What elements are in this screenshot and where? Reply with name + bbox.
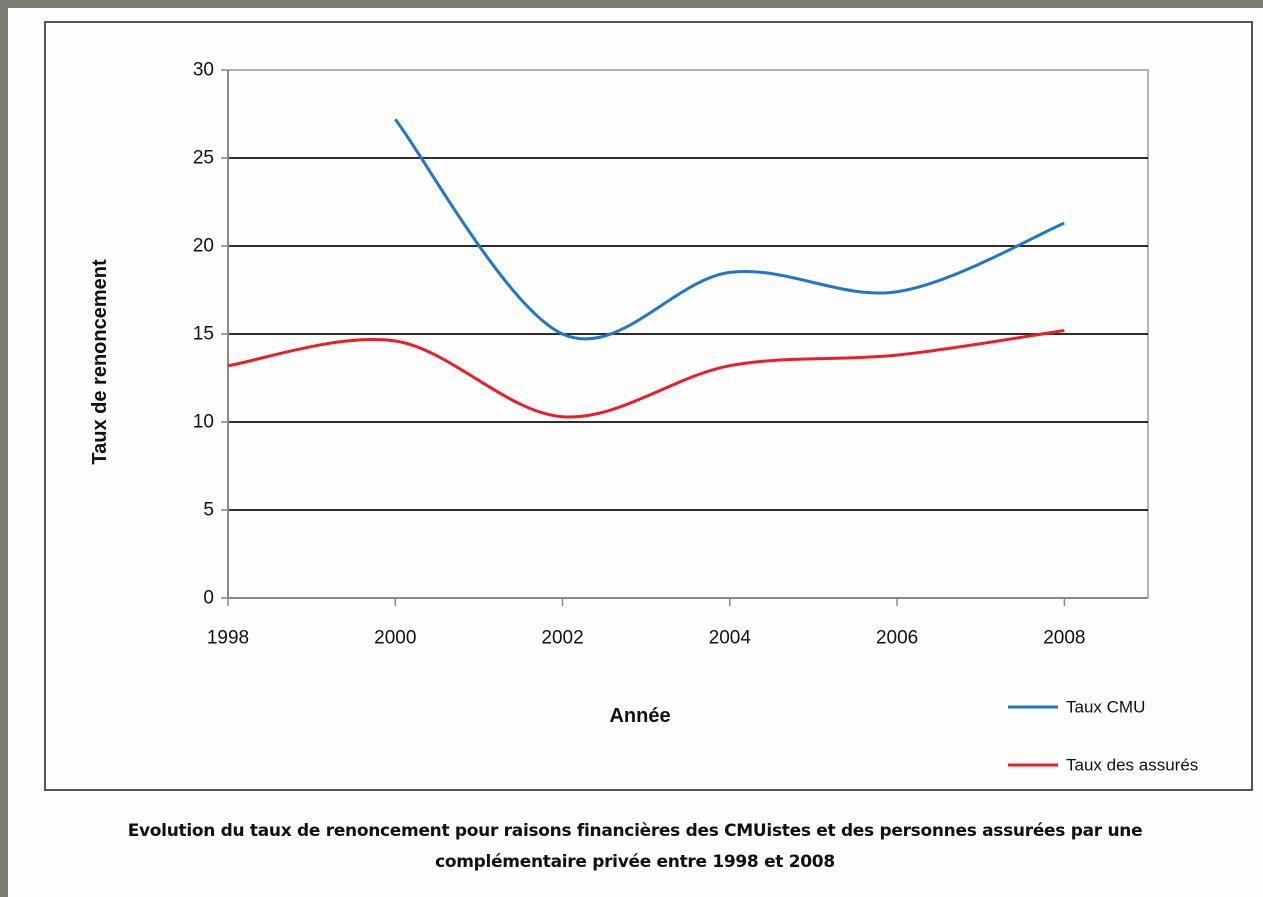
legend-label: Taux des assurés <box>1066 756 1198 775</box>
x-tick-label: 1998 <box>207 628 249 649</box>
y-tick-label: 30 <box>193 60 214 81</box>
frame <box>8 8 1263 897</box>
caption: Evolution du taux de renoncement pour ra… <box>127 821 1143 872</box>
line-series <box>227 328 1065 419</box>
x-tick-label: 2008 <box>1043 628 1085 649</box>
y-tick-label: 15 <box>193 324 214 345</box>
y-axis-label: Taux de renoncement <box>89 259 111 465</box>
x-tick-label: 2006 <box>876 628 918 649</box>
line-series <box>394 118 1065 341</box>
x-tick-label: 2004 <box>709 628 752 649</box>
legend-label: Taux CMU <box>1066 698 1145 717</box>
x-axis-label: Année <box>609 705 670 727</box>
y-tick-label: 25 <box>193 148 214 169</box>
y-tick-label: 20 <box>193 236 214 257</box>
y-tick-label: 5 <box>203 500 214 521</box>
x-tick-label: 2000 <box>374 628 416 649</box>
y-tick-label: 0 <box>203 588 214 609</box>
y-tick-label: 10 <box>193 412 214 433</box>
chart-border <box>44 21 1253 791</box>
x-tick-label: 2002 <box>541 628 583 649</box>
